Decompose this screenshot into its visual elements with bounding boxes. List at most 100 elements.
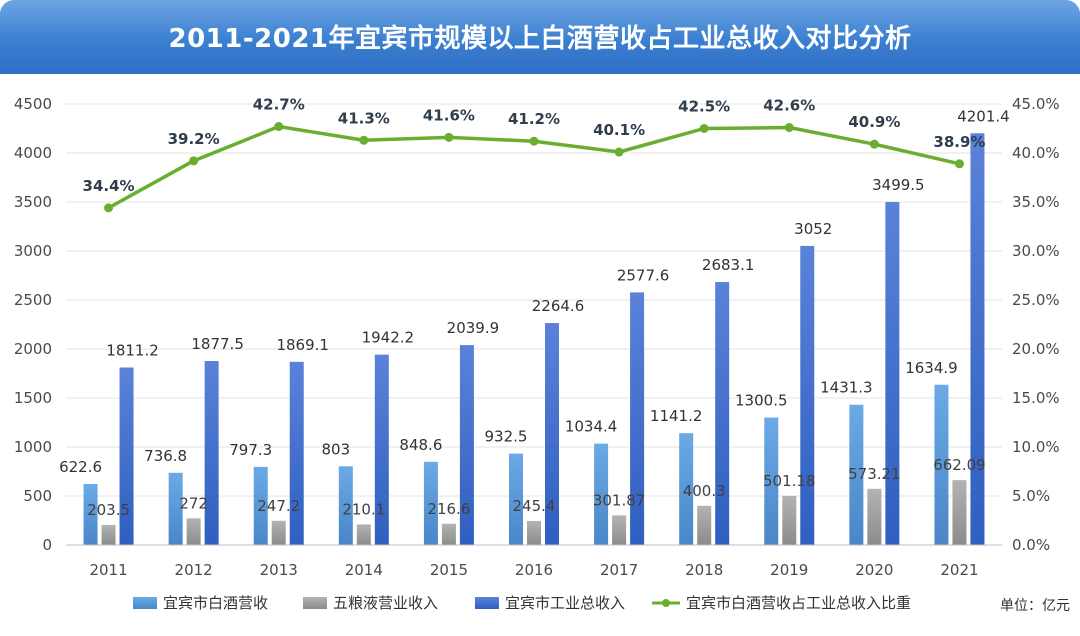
data-label: 1431.3 — [820, 379, 873, 397]
x-tick-label: 2021 — [940, 561, 978, 579]
bar-2014 — [356, 524, 371, 545]
data-label: 301.87 — [593, 491, 646, 509]
x-tick-label: 2015 — [430, 561, 468, 579]
bar-2012 — [186, 518, 201, 545]
unit-label: 单位：亿元 — [1000, 598, 1070, 614]
data-label: 1141.2 — [650, 407, 703, 425]
bar-2021 — [934, 384, 949, 545]
bar-2021 — [970, 133, 985, 545]
ratio-point-2017 — [614, 147, 624, 157]
data-label: 622.6 — [59, 458, 102, 476]
ratio-label: 42.7% — [253, 96, 305, 114]
data-label: 4201.4 — [957, 107, 1010, 125]
title-banner: 2011-2021年宜宾市规模以上白酒营收占工业总收入对比分析 — [0, 0, 1080, 74]
ratio-line — [104, 122, 964, 213]
legend-swatch-marker — [662, 599, 670, 607]
bar-2013 — [271, 520, 286, 545]
bar-2020 — [867, 488, 882, 545]
bar-2015 — [441, 523, 456, 545]
data-label: 203.5 — [87, 501, 130, 519]
bar-2011 — [83, 483, 98, 545]
data-label: 2683.1 — [702, 256, 755, 274]
y-tick-label: 2000 — [14, 340, 52, 358]
bar-2012 — [168, 472, 183, 545]
data-label: 245.4 — [513, 497, 556, 515]
ratio-point-2015 — [444, 132, 454, 142]
bar-2014 — [374, 354, 389, 545]
y-tick-label: 0 — [42, 536, 52, 554]
data-label: 662.09 — [933, 456, 986, 474]
data-label: 1877.5 — [191, 335, 244, 353]
legend-label: 宜宾市工业总收入 — [505, 594, 625, 612]
ratio-label: 38.9% — [933, 133, 985, 151]
x-tick-label: 2012 — [175, 561, 213, 579]
ratio-label: 40.1% — [593, 121, 645, 139]
x-tick-label: 2014 — [345, 561, 383, 579]
ratio-label: 41.6% — [423, 106, 475, 124]
ratio-point-2016 — [529, 136, 539, 146]
data-label: 2039.9 — [447, 319, 500, 337]
x-tick-label: 2017 — [600, 561, 638, 579]
ratio-label: 39.2% — [168, 130, 220, 148]
data-label: 736.8 — [144, 447, 187, 465]
data-label: 797.3 — [229, 441, 272, 459]
data-label: 1034.4 — [565, 418, 618, 436]
legend-swatch — [303, 597, 327, 609]
x-tick-label: 2016 — [515, 561, 553, 579]
y2-tick-label: 10.0% — [1012, 438, 1060, 456]
y-tick-label: 4500 — [14, 95, 52, 113]
bar-2018 — [715, 282, 730, 545]
y2-tick-label: 45.0% — [1012, 95, 1060, 113]
ratio-point-2013 — [274, 122, 284, 132]
y-tick-label: 500 — [23, 487, 52, 505]
y2-tick-label: 0.0% — [1012, 536, 1050, 554]
data-label: 1869.1 — [276, 336, 329, 354]
data-label: 216.6 — [427, 500, 470, 518]
ratio-point-2012 — [189, 156, 199, 166]
data-label: 1300.5 — [735, 392, 788, 410]
data-label: 210.1 — [342, 500, 385, 518]
bar-2019 — [800, 245, 815, 546]
bar-2016 — [545, 323, 559, 545]
data-label: 3499.5 — [872, 176, 925, 194]
legend: 宜宾市白酒营收 五粮液营业收入 宜宾市工业总收入 宜宾市白酒营收占工业总收入比重 — [133, 594, 911, 612]
y2-tick-label: 20.0% — [1012, 340, 1060, 358]
bars — [83, 133, 985, 546]
data-label: 247.2 — [257, 497, 300, 515]
ratio-label: 42.5% — [678, 98, 730, 116]
ratio-label: 41.2% — [508, 110, 560, 128]
data-label: 272 — [179, 494, 208, 512]
data-label: 3052 — [794, 220, 832, 238]
bar-2018 — [679, 433, 694, 545]
ratio-label: 34.4% — [83, 177, 135, 195]
data-labels: 622.6 736.8 797.3 803 848.6 932.5 1034.4 1141.2… — [59, 96, 1010, 520]
axes: 0 500 1000 1500 2000 2500 3000 3500 4000 4500 0.0%… — [14, 95, 1060, 579]
y2-tick-label: 35.0% — [1012, 193, 1060, 211]
y2-tick-label: 15.0% — [1012, 389, 1060, 407]
y2-tick-label: 30.0% — [1012, 242, 1060, 260]
bar-2017 — [594, 443, 609, 545]
y2-tick-label: 40.0% — [1012, 144, 1060, 162]
ratio-label: 42.6% — [763, 97, 815, 115]
bar-2011 — [101, 525, 116, 545]
ratio-point-2020 — [869, 139, 879, 149]
data-label: 1811.2 — [106, 342, 159, 360]
x-tick-label: 2019 — [770, 561, 808, 579]
x-tick-label: 2013 — [260, 561, 298, 579]
ratio-point-2021 — [954, 159, 964, 169]
data-label: 1634.9 — [905, 359, 958, 377]
y-tick-label: 1000 — [14, 438, 52, 456]
data-label: 848.6 — [399, 436, 442, 454]
y-tick-label: 1500 — [14, 389, 52, 407]
legend-swatch — [475, 597, 499, 609]
bar-2015 — [423, 461, 438, 545]
data-label: 2264.6 — [532, 297, 585, 315]
ratio-point-2014 — [359, 135, 369, 145]
bar-2019 — [782, 495, 797, 545]
bar-2012 — [204, 361, 219, 545]
grid-lines — [66, 103, 1002, 497]
y-tick-label: 3000 — [14, 242, 52, 260]
data-label: 400.3 — [683, 482, 726, 500]
